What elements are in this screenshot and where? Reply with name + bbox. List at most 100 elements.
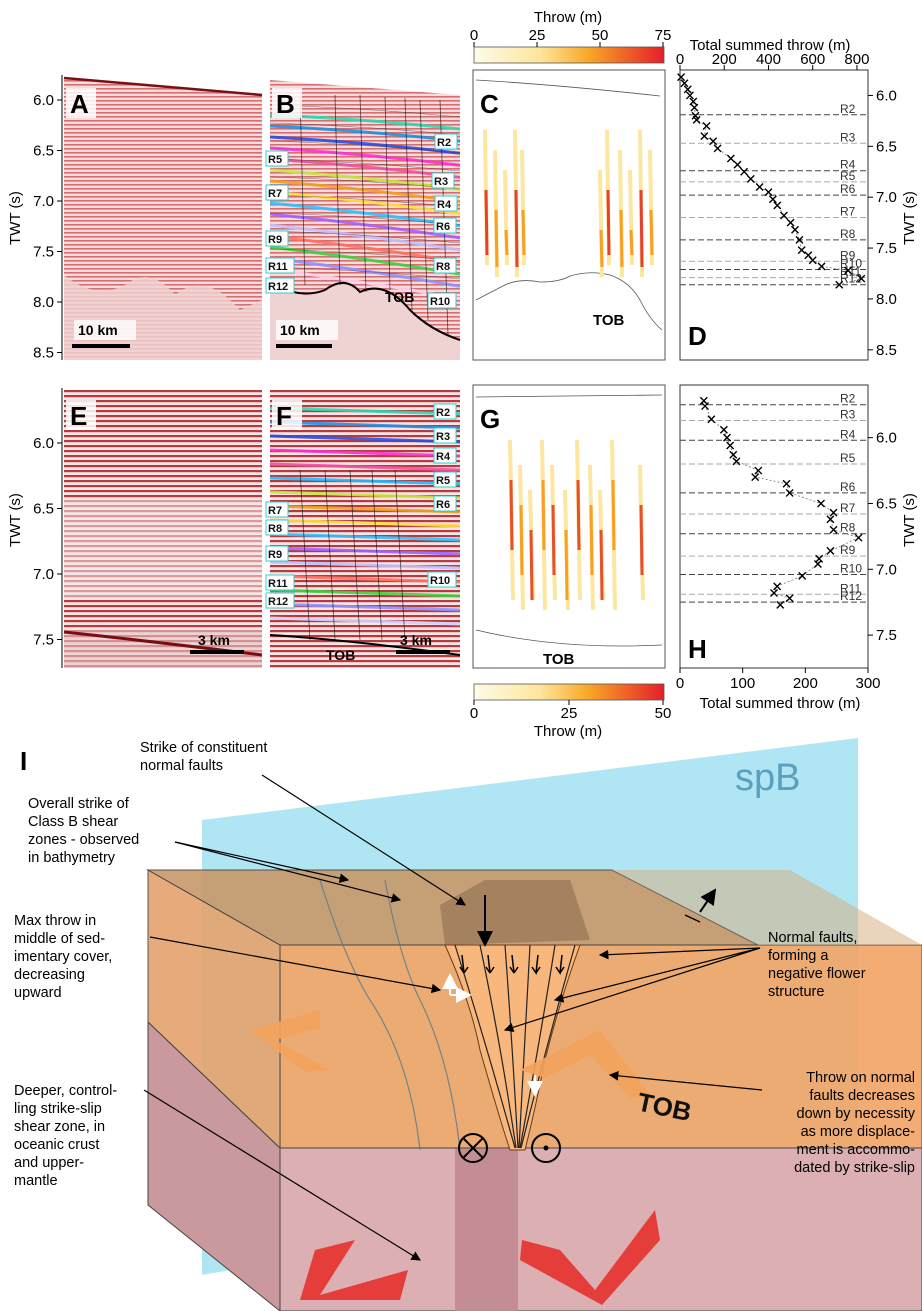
horizon-label: R10 xyxy=(840,562,862,576)
panel-f-interpreted: F TOB 3 km R2 R3 R4 R5 R6 R7 R8 R9 R10 R11 R12 xyxy=(265,390,461,668)
twt-axis-label-right: TWT (s) xyxy=(901,493,918,547)
twt-axis-label: TWT (s) xyxy=(7,493,24,547)
panel-letter-h: H xyxy=(688,634,707,664)
data-point xyxy=(701,402,710,411)
twt-tick-label: 7.0 xyxy=(33,566,54,583)
annotation-line: mantle xyxy=(14,1173,58,1189)
twt-axis-label-right: TWT (s) xyxy=(901,191,918,245)
fault-throw-stick-high xyxy=(521,209,526,256)
data-point xyxy=(813,560,822,569)
svg-text:R9: R9 xyxy=(268,549,282,561)
twt-tick-label: 7.0 xyxy=(33,193,54,210)
horizon-label-f: R12 xyxy=(265,592,295,609)
horizon-label: R10 xyxy=(840,256,862,270)
svg-text:R3: R3 xyxy=(434,176,448,188)
data-point xyxy=(808,256,817,265)
scale-label: 10 km xyxy=(280,322,320,338)
data-point xyxy=(702,121,711,130)
annotation-line: and upper- xyxy=(14,1155,84,1171)
data-point xyxy=(817,499,825,508)
svg-text:R2: R2 xyxy=(436,407,450,419)
horizon-label-b: R3 xyxy=(431,172,455,189)
chart-d-title: Total summed throw (m) xyxy=(690,37,851,54)
annotation-line: dated by strike-slip xyxy=(794,1160,915,1176)
panel-letter-e: E xyxy=(70,401,87,431)
horizon-label: R12 xyxy=(840,272,862,286)
horizon-label-f: R8 xyxy=(265,519,289,536)
data-point xyxy=(680,79,689,88)
data-point xyxy=(854,533,863,542)
annotation-line: down by necessity xyxy=(797,1106,916,1122)
fault-throw-stick-high xyxy=(551,504,556,576)
data-point xyxy=(798,571,807,580)
data-point xyxy=(751,473,760,482)
horizon-label-b: R4 xyxy=(434,195,458,212)
y-tick-label: 7.5 xyxy=(876,240,897,257)
annotation-line: structure xyxy=(768,984,824,1000)
annotation-line: imentary cover, xyxy=(14,949,112,965)
fault-throw-stick-high xyxy=(639,189,644,268)
data-point xyxy=(729,450,738,459)
annotation-line: ment is accommo- xyxy=(797,1142,916,1158)
horizon-label-f: R10 xyxy=(427,571,457,588)
twt-axis-label: TWT (s) xyxy=(7,191,24,245)
data-point xyxy=(723,433,731,442)
data-point xyxy=(785,488,794,497)
data-point xyxy=(768,195,777,204)
panel-letter-i: I xyxy=(20,746,27,776)
tob-label: TOB xyxy=(385,289,414,305)
data-point xyxy=(740,167,749,176)
panel-e-seismic: E 3 km xyxy=(63,390,263,668)
horizon-label: R8 xyxy=(840,521,856,535)
horizon-label: R7 xyxy=(840,205,856,219)
fault-throw-stick-high xyxy=(606,189,611,256)
horizon-label-b: R8 xyxy=(433,257,457,274)
twt-axis-bottom-left: 6.0 6.5 7.0 7.5 TWT (s) xyxy=(7,388,63,668)
horizon-label-b: R2 xyxy=(434,133,458,150)
horizon-label: R9 xyxy=(840,248,856,262)
fault-throw-stick-high xyxy=(589,504,594,576)
data-point xyxy=(829,525,838,534)
twt-tick-label: 6.0 xyxy=(33,92,54,109)
y-tick-label: 7.5 xyxy=(876,627,897,644)
fault-throw-stick-high xyxy=(504,229,509,256)
svg-text:R2: R2 xyxy=(437,137,451,149)
horizon-label: R3 xyxy=(840,130,856,144)
data-point xyxy=(797,246,806,255)
svg-text:R11: R11 xyxy=(268,578,288,590)
svg-text:R12: R12 xyxy=(268,596,288,608)
y-tick-label: 8.0 xyxy=(876,291,897,308)
annotation-line: normal faults xyxy=(140,758,223,774)
twt-tick-label: 7.5 xyxy=(33,632,54,649)
annotation-line: oceanic crust xyxy=(14,1137,99,1153)
data-point xyxy=(795,235,804,244)
horizon-label: R2 xyxy=(840,102,856,116)
data-point xyxy=(773,201,782,210)
x-tick-label: 300 xyxy=(855,675,880,692)
svg-text:R7: R7 xyxy=(268,188,282,200)
horizon-label: R4 xyxy=(840,427,856,441)
annotation-line: ling strike-slip xyxy=(14,1101,102,1117)
tob-label: TOB xyxy=(326,647,355,663)
chart-h-title: Total summed throw (m) xyxy=(700,695,861,712)
fault-throw-stick-high xyxy=(514,189,519,268)
svg-text:R6: R6 xyxy=(436,499,450,511)
data-point xyxy=(709,137,718,146)
data-point xyxy=(754,466,763,475)
horizon-label-f: R5 xyxy=(433,471,457,488)
annotation-deeper-shear-zone: Deeper, control-ling strike-slip shear zo… xyxy=(14,1083,117,1189)
data-point xyxy=(779,211,788,220)
panel-letter-d: D xyxy=(688,321,707,351)
annotation-line: upward xyxy=(14,985,62,1001)
y-tick-label: 7.0 xyxy=(876,561,897,578)
spb-label: spB xyxy=(735,757,800,799)
shear-zone-face xyxy=(455,1148,518,1311)
twt-axis-top-left: 6.0 6.5 7.0 7.5 8.0 8.5 TWT (s) xyxy=(7,75,63,362)
data-point xyxy=(773,582,782,591)
tob-label: TOB xyxy=(543,651,575,668)
data-point xyxy=(835,280,844,289)
panel-b-interpreted: B TOB 10 km R2 R3 R4 R5 R6 R7 R8 R9 R10 R11 R12 xyxy=(265,80,461,360)
annotation-strike-constituent: Strike of constituent normal faults xyxy=(140,740,267,774)
annotation-line: forming a xyxy=(768,948,829,964)
